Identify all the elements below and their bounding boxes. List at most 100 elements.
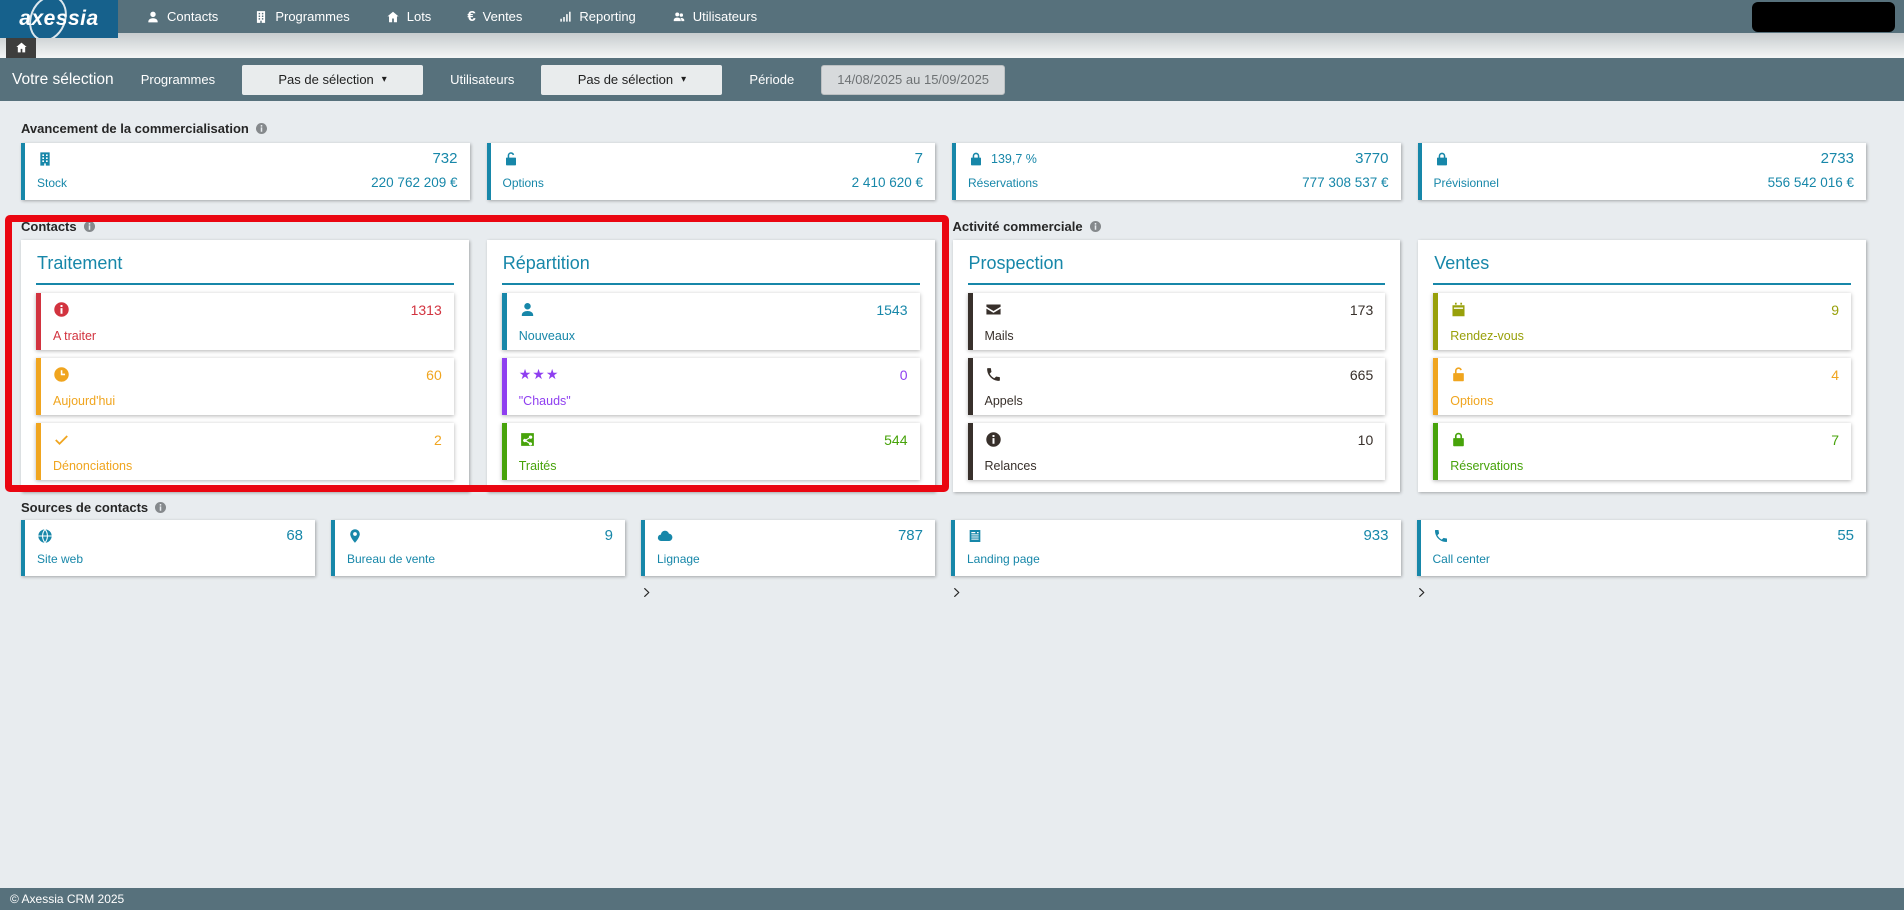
avancement-cards-row: 732 Stock 220 762 209 € 7 Options 2 410 … — [21, 143, 1866, 200]
metric-row-nouveaux[interactable]: 1543 Nouveaux — [501, 293, 920, 350]
filter-bar: Votre sélection Programmes Pas de sélect… — [0, 58, 1904, 101]
stat-card-label: Call center — [1432, 552, 1490, 566]
stat-card-call-center[interactable]: 55 Call center — [1416, 520, 1866, 576]
nav-item-contacts[interactable]: Contacts — [146, 9, 218, 24]
nav-item-utilisateurs[interactable]: Utilisateurs — [672, 9, 757, 24]
stat-card-bureau-de-vente[interactable]: 9 Bureau de vente — [331, 520, 625, 576]
panel-ventes: Ventes 9 Rendez-vous 4 Options 7 Réserva… — [1418, 240, 1866, 492]
lock-open-icon — [1450, 366, 1467, 383]
dashboard-content: Avancement de la commercialisation 732 S… — [0, 121, 1904, 603]
users-filter-value: Pas de sélection — [577, 72, 674, 87]
metric-row-relances[interactable]: 10 Relances — [967, 423, 1386, 480]
metric-label: Réservations — [1450, 459, 1524, 473]
panel-prospection: Prospection 173 Mails 665 Appels 10 Rela… — [952, 240, 1401, 492]
stat-card-top: 787 — [657, 527, 923, 544]
period-filter-label: Période — [749, 72, 795, 87]
stat-card-amount: 220 762 209 € — [371, 175, 458, 190]
stat-card-previsionnel[interactable]: 2733 Prévisionnel 556 542 016 € — [1417, 143, 1866, 200]
redacted-user-info — [1752, 2, 1895, 32]
metric-row-reservations[interactable]: 7 Réservations — [1433, 423, 1851, 480]
metric-row-rendez-vous[interactable]: 9 Rendez-vous — [1433, 293, 1851, 350]
stat-card-site-web[interactable]: 68 Site web — [21, 520, 315, 576]
panel-traitement: Traitement 1313 A traiter 60 Aujourd'hui… — [21, 240, 469, 492]
landing-page-icon — [967, 528, 983, 544]
stat-card-label: Bureau de vente — [347, 552, 436, 566]
nav-item-programmes[interactable]: Programmes — [254, 9, 350, 24]
check-icon — [53, 431, 70, 448]
section-title: Contacts — [21, 219, 77, 234]
stat-card-top: 933 — [967, 527, 1389, 544]
stat-card-bottom: Landing page — [967, 552, 1389, 566]
stars-icon: ★★★ — [518, 366, 560, 382]
metric-row-a-traiter[interactable]: 1313 A traiter — [36, 293, 454, 350]
panel-title: Traitement — [36, 240, 454, 285]
home-icon — [15, 41, 28, 54]
stat-card-reservations[interactable]: 139,7 % 3770 Réservations 777 308 537 € — [952, 143, 1401, 200]
share-icon — [519, 431, 536, 448]
mid-headings-row: Contacts Activité commerciale — [21, 219, 1866, 234]
nav-item-lots[interactable]: Lots — [386, 9, 431, 24]
stat-card-count: 2733 — [1820, 150, 1854, 167]
stat-card-options[interactable]: 7 Options 2 410 620 € — [486, 143, 935, 200]
metric-row-mails[interactable]: 173 Mails — [967, 293, 1386, 350]
lock-icon — [968, 151, 984, 167]
metric-row-appels[interactable]: 665 Appels — [967, 358, 1386, 415]
nav-item-reporting[interactable]: Reporting — [558, 9, 636, 24]
envelope-icon — [985, 301, 1002, 318]
metric-count: 10 — [1357, 432, 1374, 448]
nav-item-label: Utilisateurs — [692, 9, 758, 24]
nav-item-ventes[interactable]: € Ventes — [467, 9, 523, 25]
top-nav-bar: axessia Contacts Programmes Lots € Ventes Rep… — [0, 0, 1904, 38]
stat-card-lignage[interactable]: 787 Lignage — [641, 520, 935, 576]
users-filter-dropdown[interactable]: Pas de sélection ▾ — [541, 64, 723, 95]
map-pin-icon — [347, 528, 363, 544]
stat-card-amount: 777 308 537 € — [1302, 175, 1389, 190]
info-icon[interactable] — [154, 501, 167, 514]
stat-card-top: 55 — [1433, 527, 1854, 544]
section-heading-sources: Sources de contacts — [21, 500, 1866, 515]
phone-icon — [985, 366, 1002, 383]
stat-card-stock[interactable]: 732 Stock 220 762 209 € — [21, 143, 470, 200]
section-heading-activite-commerciale: Activité commerciale — [953, 219, 1867, 234]
stat-card-top: 2733 — [1434, 150, 1854, 167]
stat-card-bottom: Site web — [37, 552, 303, 566]
metric-row-denonciations[interactable]: 2 Dénonciations — [36, 423, 454, 480]
programs-filter-dropdown[interactable]: Pas de sélection ▾ — [242, 64, 424, 95]
tab-home[interactable] — [6, 36, 36, 58]
metric-count: 0 — [899, 367, 908, 383]
sources-cards-row: 68 Site web 9 Bureau de vente 787 Lignag… — [21, 520, 1866, 576]
metric-label: Dénonciations — [53, 459, 133, 473]
metric-row-traites[interactable]: 544 Traités — [501, 423, 920, 480]
metric-count: 4 — [1831, 367, 1839, 383]
stat-card-top: 9 — [347, 527, 613, 544]
metric-row-aujourd-hui[interactable]: 60 Aujourd'hui — [36, 358, 454, 415]
nav-item-label: Ventes — [482, 9, 523, 24]
stat-card-top: 68 — [37, 527, 303, 544]
metric-row-chauds[interactable]: ★★★ 0 "Chauds" — [501, 358, 920, 415]
nav-item-label: Contacts — [167, 9, 219, 24]
caret-down-icon: ▾ — [681, 73, 687, 85]
stat-card-count: 68 — [286, 527, 303, 544]
metric-row-options[interactable]: 4 Options — [1433, 358, 1851, 415]
stat-card-label: Stock — [37, 175, 68, 190]
info-icon[interactable] — [1089, 220, 1102, 233]
metric-label: "Chauds" — [518, 394, 571, 408]
stat-card-label: Site web — [37, 552, 84, 566]
user-icon — [146, 10, 160, 24]
sources-pager-next[interactable] — [1416, 585, 1427, 605]
sources-pager-next[interactable] — [641, 585, 652, 605]
panels-grid: Traitement 1313 A traiter 60 Aujourd'hui… — [21, 240, 1866, 492]
stat-card-label: Lignage — [657, 552, 700, 566]
phone-icon — [1433, 528, 1449, 544]
footer-bar: © Axessia CRM 2025 — [0, 888, 1904, 910]
info-icon[interactable] — [255, 122, 268, 135]
info-icon[interactable] — [83, 220, 96, 233]
stat-card-label: Options — [502, 175, 544, 190]
stat-card-landing-page[interactable]: 933 Landing page — [951, 520, 1401, 576]
stat-card-top: 139,7 % 3770 — [968, 150, 1389, 167]
period-date-range-button[interactable]: 14/08/2025 au 15/09/2025 — [821, 64, 1006, 95]
app-logo[interactable]: axessia — [0, 0, 118, 38]
sources-pager-next[interactable] — [951, 585, 962, 605]
info-circle-icon — [985, 431, 1002, 448]
section-title: Avancement de la commercialisation — [21, 121, 249, 136]
